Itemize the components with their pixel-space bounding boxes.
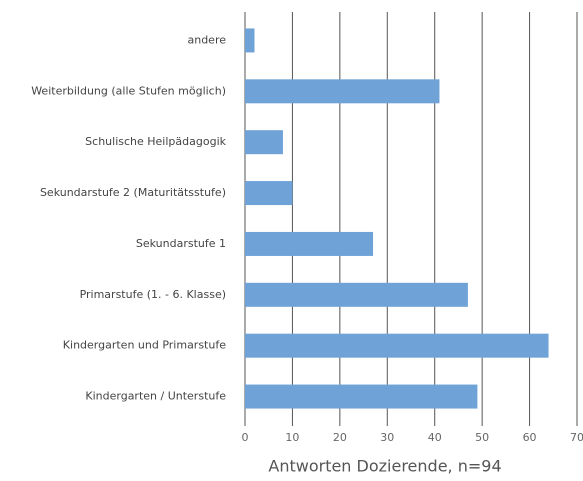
bar	[245, 282, 468, 307]
y-tick-label: Sekundarstufe 2 (Maturitätsstufe)	[40, 186, 226, 199]
x-axis-title: Antworten Dozierende, n=94	[268, 457, 501, 476]
y-tick-label: andere	[187, 33, 226, 46]
x-tick-label: 10	[285, 431, 299, 444]
bar	[245, 79, 440, 104]
bar	[245, 231, 374, 256]
y-tick-label: Kindergarten / Unterstufe	[85, 390, 226, 403]
y-tick-label: Kindergarten und Primarstufe	[63, 339, 226, 352]
y-tick-label: Schulische Heilpädagogik	[85, 135, 226, 148]
y-tick-label: Primarstufe (1. - 6. Klasse)	[80, 288, 226, 301]
bar	[245, 130, 283, 155]
x-tick-label: 20	[333, 431, 347, 444]
x-tick-label: 0	[242, 431, 249, 444]
y-tick-label: Sekundarstufe 1	[136, 237, 226, 250]
bar	[245, 28, 255, 53]
bar	[245, 181, 293, 206]
x-tick-label: 50	[475, 431, 489, 444]
bar	[245, 384, 478, 409]
x-tick-label: 30	[380, 431, 394, 444]
y-tick-label: Weiterbildung (alle Stufen möglich)	[31, 84, 226, 97]
x-tick-label: 70	[570, 431, 583, 444]
x-tick-label: 40	[428, 431, 442, 444]
bar	[245, 333, 549, 358]
x-tick-label: 60	[523, 431, 537, 444]
